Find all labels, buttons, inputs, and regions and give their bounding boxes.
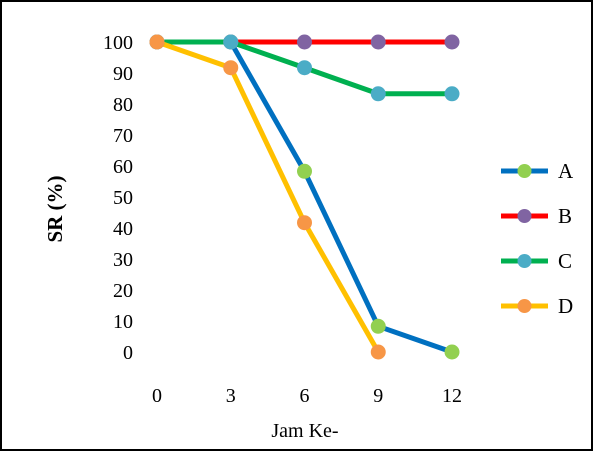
legend-marker-A <box>517 164 532 178</box>
data-point-C-12 <box>444 86 460 102</box>
x-axis-label: Jam Ke- <box>271 420 338 442</box>
data-point-A-12 <box>444 344 460 360</box>
legend-marker-D <box>517 299 532 313</box>
y-tick-label-20: 20 <box>113 280 133 302</box>
data-point-C-3 <box>223 34 239 50</box>
y-tick-label-30: 30 <box>113 249 133 271</box>
y-tick-label-0: 0 <box>123 342 133 364</box>
y-axis-ticks: 0 10 20 30 40 50 60 70 80 90 100 <box>103 32 133 364</box>
series-line-D <box>154 39 381 355</box>
legend-label-A: A <box>558 159 574 183</box>
y-tick-label-40: 40 <box>113 218 133 240</box>
x-tick-label-3: 3 <box>226 385 236 407</box>
data-point-A-9 <box>370 318 386 334</box>
y-tick-label-10: 10 <box>113 311 133 333</box>
data-point-C-9 <box>370 86 386 102</box>
legend-label-B: B <box>558 204 572 228</box>
y-tick-label-80: 80 <box>113 94 133 116</box>
legend-marker-B <box>517 209 532 223</box>
x-tick-label-9: 9 <box>373 385 383 407</box>
data-point-B-6 <box>297 34 312 50</box>
data-point-D-6 <box>297 215 312 231</box>
legend-label-D: D <box>558 294 573 318</box>
legend-label-C: C <box>558 249 572 273</box>
y-tick-label-60: 60 <box>113 156 133 178</box>
data-point-B-12 <box>444 34 460 50</box>
data-point-D-3 <box>223 60 239 76</box>
y-tick-label-100: 100 <box>103 32 133 54</box>
data-point-D-0 <box>149 34 165 50</box>
y-tick-label-70: 70 <box>113 125 133 147</box>
y-axis-label: SR (%) <box>43 175 67 242</box>
data-point-A-6 <box>297 163 312 179</box>
x-tick-label-0: 0 <box>152 385 162 407</box>
data-point-D-9 <box>370 344 386 360</box>
x-tick-label-12: 12 <box>442 385 462 407</box>
data-point-B-9 <box>370 34 386 50</box>
x-axis-ticks: 0 3 6 9 12 <box>152 385 462 407</box>
data-point-C-6 <box>297 60 312 76</box>
legend-marker-C <box>517 254 532 268</box>
y-tick-label-50: 50 <box>113 187 133 209</box>
y-tick-label-90: 90 <box>113 63 133 85</box>
x-tick-label-6: 6 <box>300 385 310 407</box>
series-markers <box>149 34 460 360</box>
